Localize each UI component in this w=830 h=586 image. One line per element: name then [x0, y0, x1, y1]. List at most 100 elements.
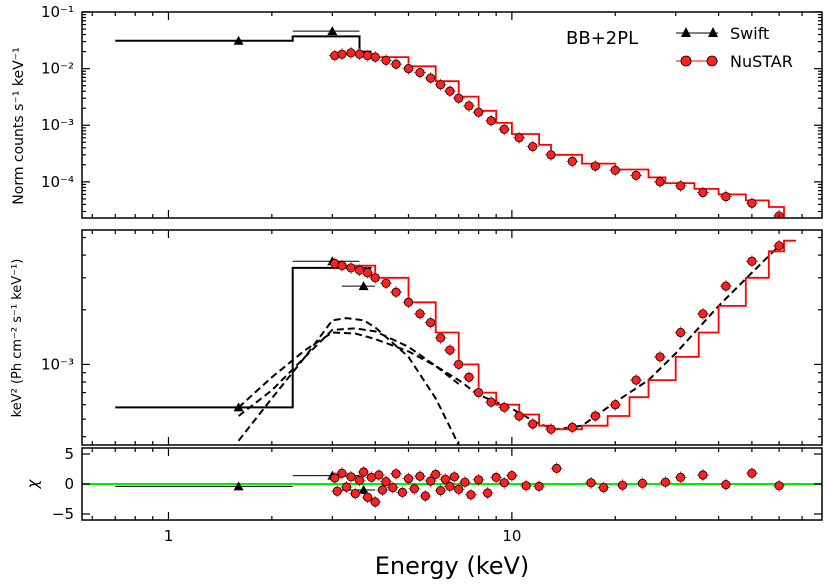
top-nustar-point [486, 116, 496, 126]
bottom-nustar-point [435, 485, 446, 496]
bottom-nustar-point [420, 491, 431, 501]
bottom-nustar-point [337, 468, 347, 478]
middle-nustar-point [445, 345, 455, 355]
middle-nustar-point [370, 273, 380, 283]
bottom-swift-point [358, 485, 369, 494]
top-panel-plot [115, 26, 786, 218]
middle-nustar-point [655, 352, 665, 362]
top-nustar-point [590, 161, 600, 171]
middle-component-blackbody [237, 317, 460, 445]
middle-model-nustar [332, 239, 796, 431]
top-nustar-point [362, 50, 373, 61]
middle-panel-plot [115, 239, 796, 445]
bottom-nustar-point [449, 472, 459, 482]
middle-nustar-point [590, 411, 600, 421]
bottom-nustar-point [774, 481, 784, 491]
middle-ytick-label: 10⁻³ [41, 355, 74, 373]
legend: Swift NuSTAR [676, 24, 793, 71]
top-nustar-point [391, 59, 401, 69]
bottom-nustar-point [374, 470, 384, 480]
bottom-panel-plot [82, 462, 822, 508]
bottom-nustar-point [403, 473, 414, 484]
top-nustar-point [370, 52, 380, 62]
top-nustar-point [567, 156, 577, 166]
bottom-nustar-point [460, 477, 470, 487]
middle-nustar-point [721, 281, 731, 291]
bottom-nustar-point [552, 463, 562, 473]
top-nustar-point [346, 48, 356, 58]
top-swift-point [233, 35, 244, 45]
model-annotation: BB+2PL [566, 28, 638, 49]
legend-swift-label: Swift [730, 24, 769, 43]
top-nustar-point [631, 170, 641, 181]
bottom-panel-frame [81, 447, 823, 521]
bottom-nustar-point [637, 478, 648, 488]
top-nustar-point [473, 107, 484, 117]
bottom-nustar-point [391, 469, 401, 479]
top-nustar-point [514, 133, 524, 143]
top-panel-ylabel: Norm counts s⁻¹ keV⁻¹ [11, 47, 27, 204]
bottom-nustar-point [586, 478, 596, 488]
middle-nustar-point [631, 375, 641, 385]
bottom-nustar-point [426, 476, 436, 486]
bottom-nustar-point [381, 476, 391, 487]
middle-swift-point [358, 281, 369, 291]
bottom-nustar-point [454, 484, 464, 494]
top-nustar-point [426, 73, 436, 83]
legend-swift-marker-2 [708, 27, 718, 37]
middle-component-power-law [237, 331, 460, 409]
top-ytick-label: 10⁻¹ [41, 3, 74, 21]
bottom-nustar-point [599, 482, 609, 493]
bottom-nustar-point [499, 478, 509, 488]
middle-nustar-point [415, 309, 425, 319]
xtick-label: 10 [502, 527, 521, 545]
top-ytick-label: 10⁻⁴ [41, 173, 74, 191]
middle-nustar-point [610, 400, 620, 410]
bottom-nustar-point [491, 472, 501, 482]
bottom-ytick-label: 5 [64, 445, 74, 463]
bottom-ytick-label: −5 [52, 505, 74, 523]
middle-nustar-point [362, 268, 373, 278]
middle-nustar-point [567, 422, 577, 433]
bottom-nustar-point [341, 482, 352, 492]
bottom-nustar-point [473, 475, 484, 485]
middle-panel-ylabel: keV² (Ph cm⁻² s⁻¹ keV⁻¹) [10, 259, 25, 418]
bottom-nustar-point [507, 470, 517, 481]
top-nustar-point [676, 181, 686, 191]
top-nustar-point [381, 55, 391, 65]
axis-ticks: 10⁻¹ 10⁻² 10⁻³ 10⁻⁴ 10⁻³ 5 0 −5 1 10 [41, 3, 822, 545]
bottom-nustar-point [534, 481, 544, 491]
middle-nustar-point [426, 317, 436, 328]
legend-nustar-label: NuSTAR [730, 52, 793, 71]
bottom-nustar-point [350, 488, 360, 499]
bottom-nustar-point [440, 474, 450, 484]
middle-nustar-point [499, 402, 509, 412]
top-nustar-point [698, 187, 708, 198]
bottom-nustar-point [377, 485, 388, 495]
legend-nustar-marker-2 [706, 55, 718, 67]
middle-nustar-point [391, 287, 401, 297]
bottom-nustar-point [370, 497, 380, 507]
middle-nustar-point [514, 411, 524, 421]
top-nustar-point [337, 49, 347, 59]
bottom-panel-ylabel: χ [24, 478, 42, 489]
bottom-swift-point [233, 481, 244, 491]
top-nustar-point [354, 49, 365, 59]
top-nustar-point [747, 198, 757, 208]
bottom-nustar-point [362, 492, 373, 502]
top-nustar-point [610, 165, 620, 175]
bottom-nustar-point [660, 477, 671, 487]
middle-nustar-point [546, 424, 556, 434]
top-nustar-point [415, 68, 425, 78]
top-swift-point [327, 26, 338, 36]
middle-nustar-point [403, 297, 414, 307]
middle-nustar-point [774, 241, 784, 251]
bottom-nustar-point [483, 488, 493, 498]
bottom-nustar-point [445, 481, 455, 491]
middle-nustar-point [435, 333, 446, 343]
top-nustar-point [454, 93, 464, 103]
middle-nustar-point [528, 419, 538, 429]
bottom-nustar-point [415, 471, 425, 481]
top-nustar-point [721, 191, 731, 202]
